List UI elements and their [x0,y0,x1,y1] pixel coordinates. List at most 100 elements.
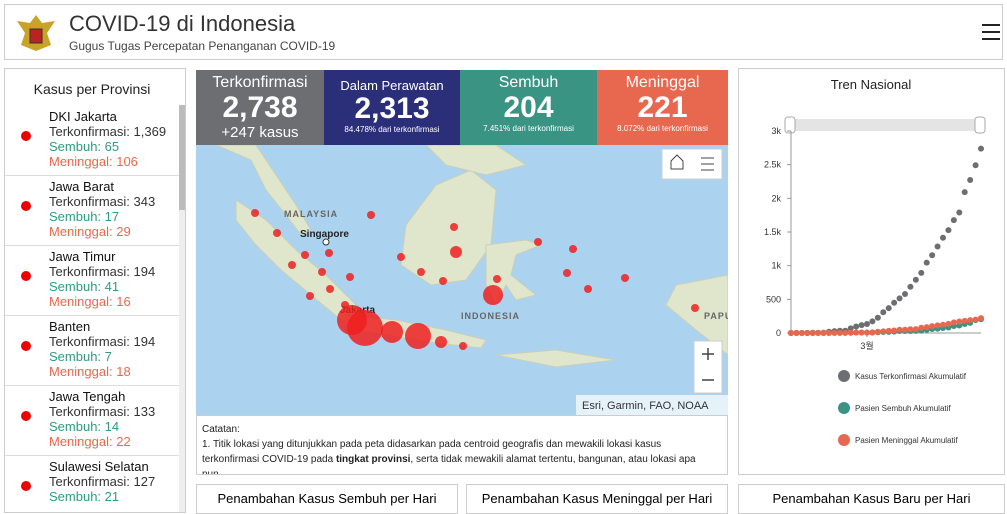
data-point [956,209,963,216]
data-point [907,283,914,290]
subtitle: Gugus Tugas Percepatan Penanganan COVID-… [69,39,336,53]
y-tick-label: 1.5k [764,227,782,237]
province-item[interactable]: DKI Jakarta Terkonfirmasi: 1,369 Sembuh: 6… [5,105,179,176]
tab[interactable]: Penambahan Kasus Sembuh per Hari [196,484,458,514]
menu-button[interactable] [981,23,1001,41]
data-point [874,314,881,321]
data-point [896,326,903,333]
stat-value: 2,738 [222,91,298,124]
data-point [929,323,936,330]
deaths: Meninggal: 106 [49,154,138,169]
province-item[interactable]: Jawa Timur Terkonfirmasi: 194 Sembuh: 41 Me… [5,245,179,316]
data-point [923,259,930,266]
data-point [858,322,865,329]
legend-label: Pasien Meninggal Akumulatif [855,436,959,445]
confirmed: Terkonfirmasi: 127 [49,474,156,489]
province-panel: Kasus per Provinsi DKI Jakarta Terkonfirm… [4,68,186,513]
stat-box: Meninggal 221 8.072% dari terkonfirmasi [597,70,728,145]
data-point [918,269,925,276]
data-point [826,330,832,336]
province-name: Banten [49,319,91,334]
data-point [864,329,870,336]
deaths: Meninggal: 29 [49,224,131,239]
province-text: Sulawesi Selatan Terkonfirmasi: 127 Sembuh… [49,459,155,504]
deaths: Meninggal: 16 [49,294,131,309]
y-tick-label: 2.5k [764,160,782,170]
status-dot [21,481,31,491]
map[interactable]: MALAYSIA Singapore Jakarta INDONESIA PAP… [196,145,728,415]
stat-sub: 84.478% dari terkonfirmasi [344,125,440,134]
data-point [934,243,941,250]
province-item[interactable]: Jawa Tengah Terkonfirmasi: 133 Sembuh: 14 M… [5,385,179,456]
province-list: DKI Jakarta Terkonfirmasi: 1,369 Sembuh: 6… [5,105,179,512]
province-name: Sulawesi Selatan [49,459,149,474]
data-point [896,295,903,302]
recovered: Sembuh: 41 [49,279,120,294]
province-text: Banten Terkonfirmasi: 194 Sembuh: 7 Meningg… [49,319,155,379]
trend-panel: Tren Nasional 0 500 1k 1.5k 2k 2.5k 3k 3월 Kasus … [738,68,1005,475]
data-point [809,330,816,336]
y-tick-label: 0 [776,328,781,338]
y-tick-label: 2k [771,193,781,203]
notes-text: 1. Titik lokasi yang ditunjukkan pada pe… [202,437,715,474]
data-point [907,326,914,333]
y-tick-label: 1k [771,261,781,271]
map-tools[interactable] [661,148,723,394]
data-point [853,323,860,330]
data-point [972,316,979,323]
legend-swatch [838,370,850,382]
map-label: Singapore [300,229,349,240]
slider-handle[interactable] [974,116,986,134]
recovered: Sembuh: 7 [49,349,112,364]
slider-handle[interactable] [784,116,796,134]
stat-label: Sembuh [498,74,559,91]
province-item[interactable]: Banten Terkonfirmasi: 194 Sembuh: 7 Meningg… [5,315,179,386]
recovered: Sembuh: 14 [49,419,120,434]
data-point [929,252,936,259]
confirmed: Terkonfirmasi: 1,369 [49,124,167,139]
range-slider[interactable] [791,119,981,131]
case-points[interactable] [251,209,699,350]
notes: Catatan: 1. Titik lokasi yang ditunjukka… [196,415,728,475]
status-dot [21,411,31,421]
map-label: INDONESIA [461,311,520,321]
map-label: PAPU [704,311,728,321]
title: COVID-19 di Indonesia [69,11,296,36]
deaths: Meninggal: 22 [49,434,131,449]
data-point [967,317,974,324]
data-point [940,234,946,241]
data-point [891,327,898,334]
stat-value: 2,313 [354,92,430,125]
data-point [891,299,898,306]
province-item[interactable]: Sulawesi Selatan Terkonfirmasi: 127 Sembuh… [5,455,179,512]
data-point [940,321,946,328]
attribution: Esri, Garmin, FAO, NOAA [582,400,709,412]
scrollbar[interactable] [179,105,185,512]
tab[interactable]: Penambahan Kasus Meninggal per Hari [466,484,728,514]
data-point [978,145,984,152]
x-tick-label: 3월 [860,340,873,351]
notes-text-bold: tingkat provinsi [335,454,411,465]
data-point [972,162,979,169]
legend-label: Kasus Terkonfirmasi Akumulatif [855,372,967,381]
data-point [945,227,952,234]
data-point [793,330,800,336]
data-point [853,329,860,336]
province-name: Jawa Barat [49,179,115,194]
data-point [956,318,963,325]
data-point [804,330,811,336]
chart: Tren Nasional 0 500 1k 1.5k 2k 2.5k 3k 3월 Kasus … [764,77,986,446]
data-point [831,329,838,336]
recovered: Sembuh: 65 [49,139,120,154]
recovered: Sembuh: 17 [49,209,120,224]
data-point [950,217,957,224]
stat-label: Terkonfirmasi [212,74,308,91]
data-point [902,291,908,298]
data-point [967,176,974,183]
data-point [815,330,822,336]
province-item[interactable]: Jawa Barat Terkonfirmasi: 343 Sembuh: 17 Me… [5,175,179,246]
data-point [923,324,930,331]
data-point [798,330,805,336]
data-point [961,317,968,324]
tab[interactable]: Penambahan Kasus Baru per Hari [738,484,1005,514]
